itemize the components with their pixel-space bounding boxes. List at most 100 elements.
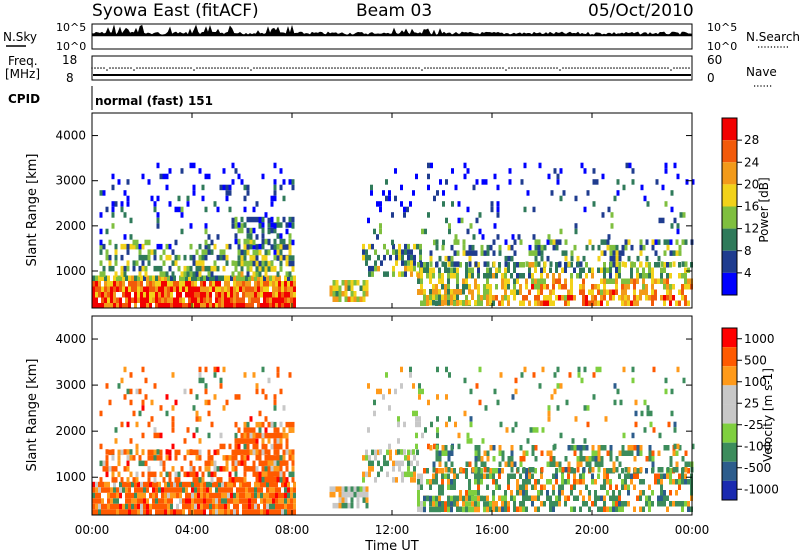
data-cell [567, 289, 570, 295]
data-cell [630, 479, 633, 485]
data-cell [457, 443, 461, 450]
data-cell [269, 275, 272, 281]
data-cell [243, 222, 247, 228]
data-cell [107, 303, 110, 309]
data-cell [279, 184, 283, 191]
data-cell [498, 495, 501, 501]
data-cell [392, 265, 395, 272]
data-cell [246, 438, 250, 444]
colorbar-segment [722, 347, 737, 367]
data-cell [243, 432, 247, 439]
data-cell [507, 300, 510, 306]
data-cell [625, 162, 629, 169]
data-cell [231, 460, 235, 467]
data-cell [98, 281, 101, 287]
data-cell [645, 295, 648, 301]
data-cell [395, 449, 398, 456]
data-cell [240, 260, 244, 267]
data-cell [183, 271, 187, 277]
data-cell [468, 300, 471, 306]
data-cell [264, 432, 268, 439]
data-cell [209, 297, 212, 303]
data-cell [245, 492, 248, 499]
data-cell [284, 303, 287, 309]
data-cell [444, 473, 447, 479]
data-cell [213, 372, 217, 378]
data-cell [645, 284, 648, 290]
data-cell [279, 266, 283, 272]
data-cell [158, 498, 161, 504]
data-cell [261, 216, 265, 223]
data-cell [276, 233, 280, 239]
data-cell [474, 473, 477, 479]
data-cell [435, 506, 438, 513]
y-tick-label: 1000 [55, 264, 86, 278]
data-cell [495, 284, 498, 290]
data-cell [651, 267, 654, 273]
data-cell [495, 295, 498, 301]
data-cell [552, 239, 556, 245]
data-cell [407, 471, 410, 478]
data-cell [645, 289, 648, 295]
data-cell [633, 295, 636, 301]
data-cell [129, 243, 133, 250]
data-cell [182, 481, 185, 488]
data-cell [368, 243, 371, 250]
data-cell [212, 286, 215, 292]
data-cell [335, 296, 339, 302]
data-cell [531, 445, 535, 451]
data-cell [663, 473, 666, 479]
data-cell [225, 254, 229, 261]
data-cell [218, 292, 221, 298]
data-cell [129, 388, 133, 395]
data-cell [258, 432, 262, 439]
data-cell [558, 467, 562, 473]
data-cell [507, 501, 510, 507]
data-cell [654, 239, 658, 245]
data-cell [669, 262, 672, 268]
data-cell [206, 503, 209, 510]
data-cell [615, 456, 619, 462]
data-cell [108, 265, 112, 272]
data-cell [218, 297, 221, 303]
data-cell [663, 495, 666, 501]
data-cell [186, 471, 190, 478]
data-cell [486, 284, 489, 290]
data-cell [603, 295, 606, 301]
data-cell [260, 481, 263, 488]
data-cell [237, 476, 241, 483]
freq-dot [253, 67, 255, 69]
data-cell [171, 249, 175, 255]
data-cell [612, 501, 615, 507]
data-cell [669, 273, 672, 279]
data-cell [419, 254, 422, 261]
data-cell [215, 281, 218, 287]
x-tick-label: 12:00 [375, 523, 410, 537]
data-cell [615, 244, 619, 251]
data-cell [574, 228, 578, 235]
data-cell [212, 303, 215, 309]
data-cell [501, 501, 504, 507]
data-cell [128, 292, 131, 298]
data-cell [149, 292, 152, 298]
data-cell [171, 260, 175, 266]
data-cell [134, 303, 137, 309]
data-cell [657, 495, 660, 501]
data-cell [227, 303, 230, 309]
data-cell [403, 449, 406, 455]
data-cell [264, 443, 268, 450]
data-cell [413, 471, 416, 478]
data-cell [198, 477, 202, 483]
data-cell [681, 295, 684, 301]
data-cell [203, 498, 206, 504]
data-cell [407, 455, 410, 461]
data-cell [173, 297, 176, 303]
data-cell [170, 292, 173, 298]
data-cell [410, 449, 413, 456]
data-cell [257, 281, 260, 287]
data-cell [143, 297, 146, 303]
data-cell [140, 487, 143, 493]
data-cell [537, 261, 541, 267]
data-cell [158, 297, 161, 303]
